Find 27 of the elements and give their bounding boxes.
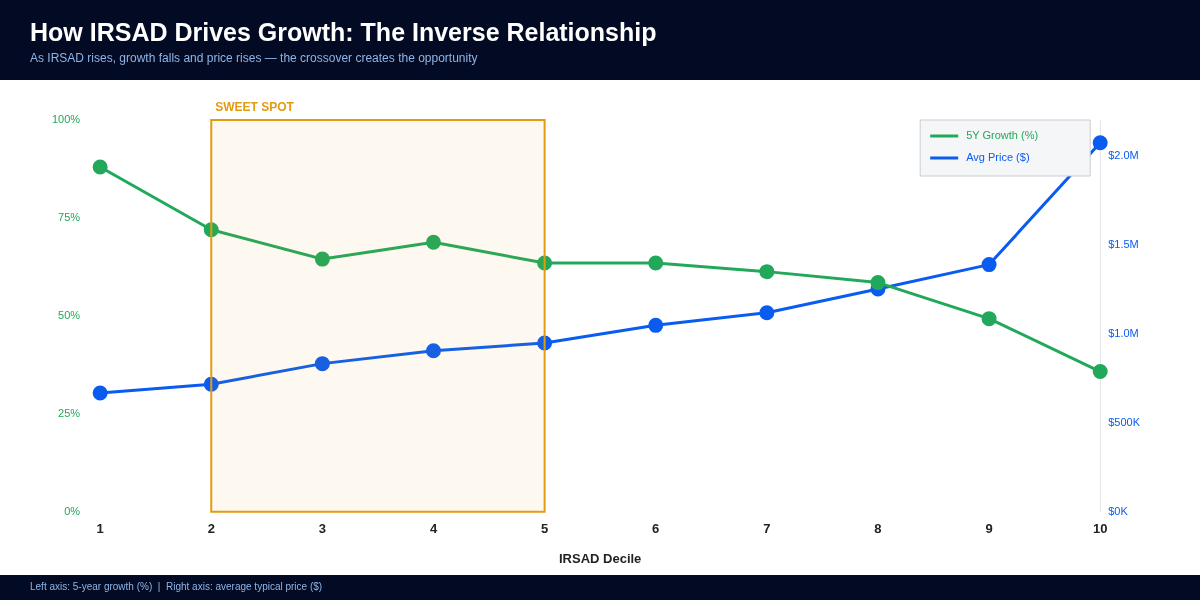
x-tick-label: 1 xyxy=(96,521,104,537)
legend-label: 5Y Growth (%) xyxy=(966,129,1039,142)
band-label: SWEET SPOT xyxy=(215,100,295,115)
y-tick-label: 0% xyxy=(64,504,81,517)
y-tick-label: 25% xyxy=(58,406,81,419)
y2-tick-label: $1.5M xyxy=(1108,237,1139,250)
x-tick-label: 9 xyxy=(985,521,993,537)
y-tick-label: 100% xyxy=(51,113,81,126)
x-tick-label: 8 xyxy=(874,521,882,537)
chart-subtitle: As IRSAD rises, growth falls and price rises — the crossover creates the opportunity xyxy=(30,51,479,65)
y2-tick-label: $2.0M xyxy=(1108,148,1139,161)
x-axis-title: IRSAD Decile xyxy=(558,550,642,566)
x-tick-label: 2 xyxy=(207,521,215,537)
legend-label: Avg Price ($) xyxy=(966,151,1030,164)
x-tick-label: 4 xyxy=(429,521,438,537)
y-tick-label: 75% xyxy=(58,210,81,223)
y2-tick-label: $1.0M xyxy=(1108,326,1139,339)
x-tick-label: 7 xyxy=(763,521,771,537)
y2-tick-label: $500K xyxy=(1108,415,1141,428)
x-tick-label: 3 xyxy=(318,521,326,537)
x-tick-label: 5 xyxy=(540,521,549,537)
y-tick-label: 50% xyxy=(58,308,81,321)
x-tick-label: 6 xyxy=(652,521,660,537)
chart-title: How IRSAD Drives Growth: The Inverse Relationship xyxy=(30,18,658,47)
x-tick-label: 10 xyxy=(1092,521,1108,537)
y2-tick-label: $0K xyxy=(1108,504,1129,517)
text: Left axis: 5-year growth (%) | Right axis: average typical price ($) xyxy=(30,581,323,592)
